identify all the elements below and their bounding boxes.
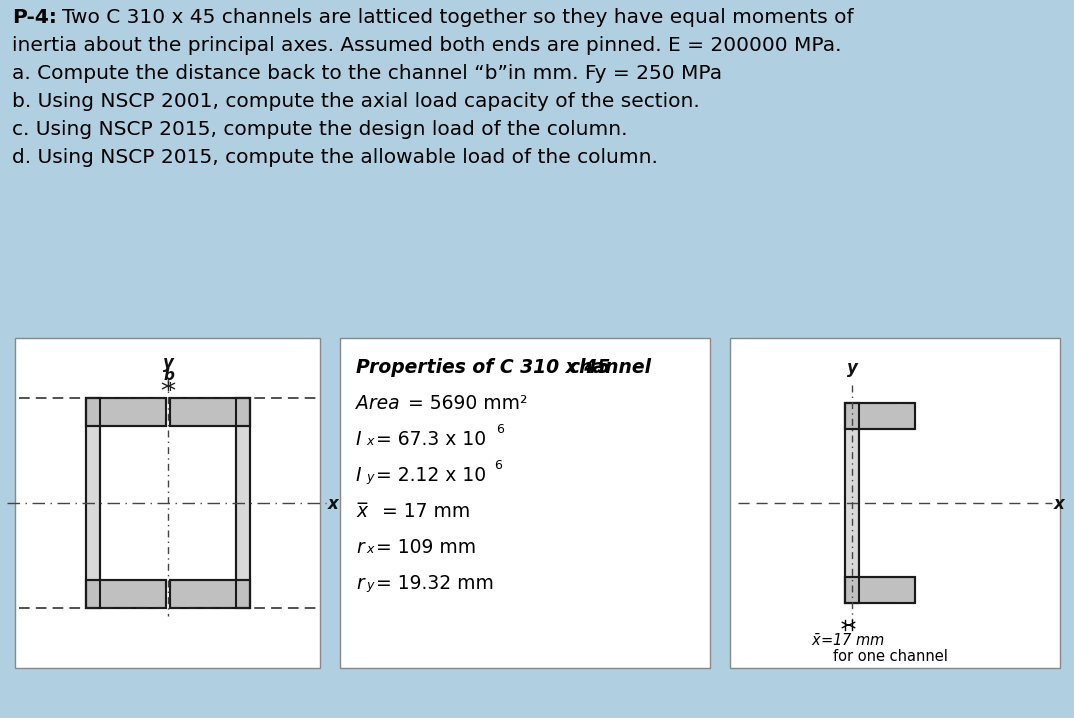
Text: Properties of C 310 x 45: Properties of C 310 x 45: [355, 358, 616, 377]
Bar: [241, 426, 243, 580]
Bar: [845, 429, 847, 577]
Bar: [243, 426, 245, 580]
Bar: [97, 426, 100, 580]
Bar: [247, 426, 249, 580]
Text: d. Using NSCP 2015, compute the allowable load of the column.: d. Using NSCP 2015, compute the allowabl…: [12, 148, 658, 167]
Text: y: y: [366, 579, 374, 592]
Bar: [92, 426, 95, 580]
Text: channel: channel: [568, 358, 651, 377]
Bar: [90, 426, 92, 580]
Text: x: x: [366, 435, 374, 448]
Bar: [845, 403, 859, 603]
Bar: [845, 577, 915, 603]
Bar: [86, 398, 165, 426]
Text: = 109 mm: = 109 mm: [376, 538, 476, 557]
Polygon shape: [897, 403, 915, 421]
Text: y: y: [366, 471, 374, 484]
Bar: [86, 398, 100, 608]
Bar: [86, 398, 100, 608]
Text: = 17 mm: = 17 mm: [376, 502, 470, 521]
Bar: [86, 580, 165, 608]
Text: = 2.12 x 10: = 2.12 x 10: [376, 466, 487, 485]
Bar: [340, 338, 710, 668]
Bar: [170, 398, 249, 426]
Bar: [86, 580, 165, 608]
Text: I: I: [355, 466, 362, 485]
Polygon shape: [897, 584, 915, 603]
Text: Area: Area: [355, 394, 400, 413]
Text: for one channel: for one channel: [832, 649, 947, 664]
Bar: [845, 403, 915, 429]
Text: inertia about the principal axes. Assumed both ends are pinned. E = 200000 MPa.: inertia about the principal axes. Assume…: [12, 36, 842, 55]
Text: = 67.3 x 10: = 67.3 x 10: [376, 430, 487, 449]
Text: b. Using NSCP 2001, compute the axial load capacity of the section.: b. Using NSCP 2001, compute the axial lo…: [12, 92, 700, 111]
Text: I: I: [355, 430, 362, 449]
Text: c. Using NSCP 2015, compute the design load of the column.: c. Using NSCP 2015, compute the design l…: [12, 120, 627, 139]
Text: a. Compute the distance back to the channel “b”in mm. Fy = 250 MPa: a. Compute the distance back to the chan…: [12, 64, 722, 83]
Text: x: x: [1054, 495, 1064, 513]
Bar: [86, 426, 88, 580]
Text: r: r: [355, 538, 364, 557]
Text: = 5690 mm²: = 5690 mm²: [402, 394, 527, 413]
Bar: [249, 426, 251, 580]
Bar: [850, 429, 852, 577]
Polygon shape: [146, 588, 165, 608]
Text: y: y: [163, 354, 174, 372]
Bar: [170, 398, 249, 426]
Bar: [86, 398, 165, 426]
Bar: [170, 580, 249, 608]
Bar: [854, 429, 857, 577]
Text: r: r: [355, 574, 364, 593]
Bar: [845, 577, 915, 603]
Text: 6: 6: [496, 423, 504, 436]
Bar: [95, 426, 97, 580]
Bar: [235, 398, 249, 608]
Bar: [237, 426, 241, 580]
Bar: [245, 426, 247, 580]
Polygon shape: [170, 588, 189, 608]
Text: x: x: [328, 495, 338, 513]
Bar: [845, 403, 915, 429]
Text: 6: 6: [494, 459, 502, 472]
Polygon shape: [170, 398, 189, 418]
Bar: [857, 429, 859, 577]
Bar: [845, 403, 859, 603]
Bar: [847, 429, 850, 577]
Bar: [852, 429, 854, 577]
Bar: [730, 338, 1060, 668]
Text: b: b: [163, 368, 174, 383]
Text: Two C 310 x 45 channels are latticed together so they have equal moments of: Two C 310 x 45 channels are latticed tog…: [62, 8, 854, 27]
Bar: [170, 580, 249, 608]
Text: x̅: x̅: [355, 502, 367, 521]
Bar: [88, 426, 90, 580]
Text: = 19.32 mm: = 19.32 mm: [376, 574, 494, 593]
Polygon shape: [146, 398, 165, 418]
Text: $\bar{x}$=17 mm: $\bar{x}$=17 mm: [812, 633, 886, 649]
Text: y: y: [846, 359, 857, 377]
Bar: [15, 338, 320, 668]
Text: P-4:: P-4:: [12, 8, 57, 27]
Bar: [235, 398, 249, 608]
Text: x: x: [366, 543, 374, 556]
